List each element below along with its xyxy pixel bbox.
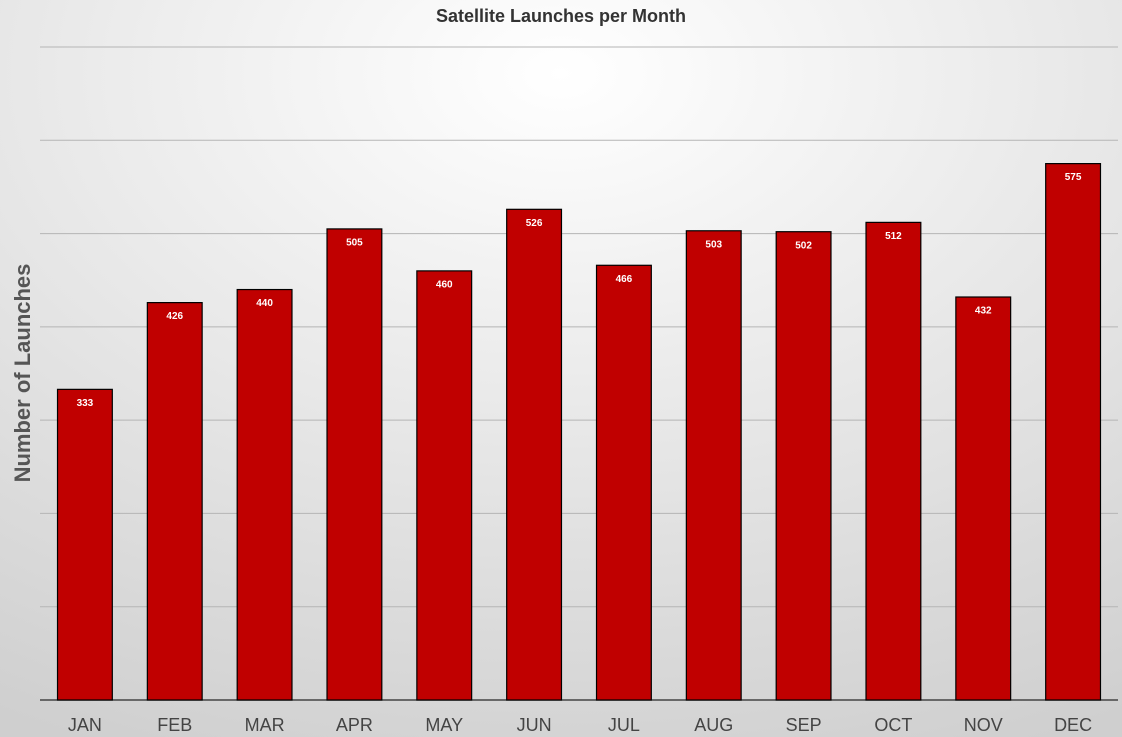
bar — [146, 302, 203, 701]
data-label: 460 — [436, 280, 453, 291]
x-tick-label: MAR — [245, 715, 285, 735]
chart-title: Satellite Launches per Month — [436, 6, 686, 26]
data-label: 503 — [705, 239, 722, 250]
bar — [775, 231, 832, 701]
data-label: 502 — [795, 240, 812, 251]
bar — [865, 221, 922, 701]
data-label: 432 — [975, 306, 992, 317]
data-label: 575 — [1065, 172, 1082, 183]
data-label: 440 — [256, 298, 273, 309]
bar — [685, 230, 742, 701]
y-axis-label: Number of Launches — [10, 264, 35, 483]
data-label: 505 — [346, 238, 363, 249]
x-tick-label: JUN — [517, 715, 552, 735]
x-tick-label: FEB — [157, 715, 192, 735]
x-tick-label: OCT — [874, 715, 912, 735]
bar — [56, 388, 113, 701]
x-tick-label: JUL — [608, 715, 640, 735]
bar — [595, 264, 652, 701]
x-tick-label: MAY — [425, 715, 463, 735]
data-label: 333 — [77, 398, 94, 409]
data-label: 466 — [616, 274, 633, 285]
bar — [236, 288, 293, 701]
bar — [506, 208, 563, 701]
x-tick-label: SEP — [786, 715, 822, 735]
bar — [955, 296, 1012, 701]
bar — [416, 270, 473, 701]
data-label: 526 — [526, 218, 543, 229]
bar — [1045, 163, 1102, 701]
bar — [326, 228, 383, 701]
x-tick-label: JAN — [68, 715, 102, 735]
x-tick-label: DEC — [1054, 715, 1092, 735]
x-tick-label: AUG — [694, 715, 733, 735]
x-tick-label: APR — [336, 715, 373, 735]
x-tick-label: NOV — [964, 715, 1003, 735]
data-label: 426 — [166, 311, 183, 322]
data-label: 512 — [885, 231, 902, 242]
